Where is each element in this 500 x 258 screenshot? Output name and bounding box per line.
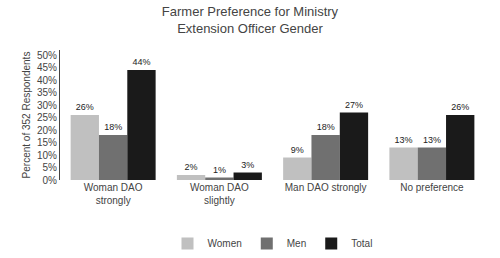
- svg-text:Women: Women: [208, 238, 242, 249]
- svg-text:3%: 3%: [241, 160, 254, 170]
- svg-text:18%: 18%: [317, 122, 335, 132]
- svg-text:13%: 13%: [395, 135, 413, 145]
- svg-text:40%: 40%: [37, 75, 57, 86]
- svg-text:27%: 27%: [345, 100, 363, 110]
- svg-text:No preference: No preference: [400, 182, 464, 193]
- svg-text:26%: 26%: [451, 102, 469, 112]
- svg-text:9%: 9%: [291, 145, 304, 155]
- svg-text:Woman DAOstrongly: Woman DAOstrongly: [84, 182, 143, 206]
- svg-text:2%: 2%: [185, 162, 198, 172]
- svg-text:25%: 25%: [37, 112, 57, 123]
- svg-text:50%: 50%: [37, 50, 57, 61]
- svg-text:5%: 5%: [43, 162, 58, 173]
- svg-text:Man DAO strongly: Man DAO strongly: [285, 182, 367, 193]
- svg-text:0%: 0%: [43, 175, 58, 186]
- svg-text:Farmer Preference for Ministry: Farmer Preference for MinistryExtension …: [162, 4, 339, 36]
- svg-text:Total: Total: [351, 238, 372, 249]
- svg-text:Percent of 352 Respondents: Percent of 352 Respondents: [21, 52, 32, 179]
- svg-text:44%: 44%: [132, 57, 150, 67]
- svg-text:35%: 35%: [37, 87, 57, 98]
- svg-text:18%: 18%: [104, 122, 122, 132]
- svg-text:45%: 45%: [37, 62, 57, 73]
- svg-text:20%: 20%: [37, 125, 57, 136]
- svg-text:1%: 1%: [213, 165, 226, 175]
- svg-text:15%: 15%: [37, 137, 57, 148]
- svg-text:Men: Men: [287, 238, 306, 249]
- svg-text:10%: 10%: [37, 150, 57, 161]
- svg-text:30%: 30%: [37, 100, 57, 111]
- svg-text:Woman DAOslightly: Woman DAOslightly: [190, 182, 249, 206]
- svg-text:26%: 26%: [76, 102, 94, 112]
- svg-text:13%: 13%: [423, 135, 441, 145]
